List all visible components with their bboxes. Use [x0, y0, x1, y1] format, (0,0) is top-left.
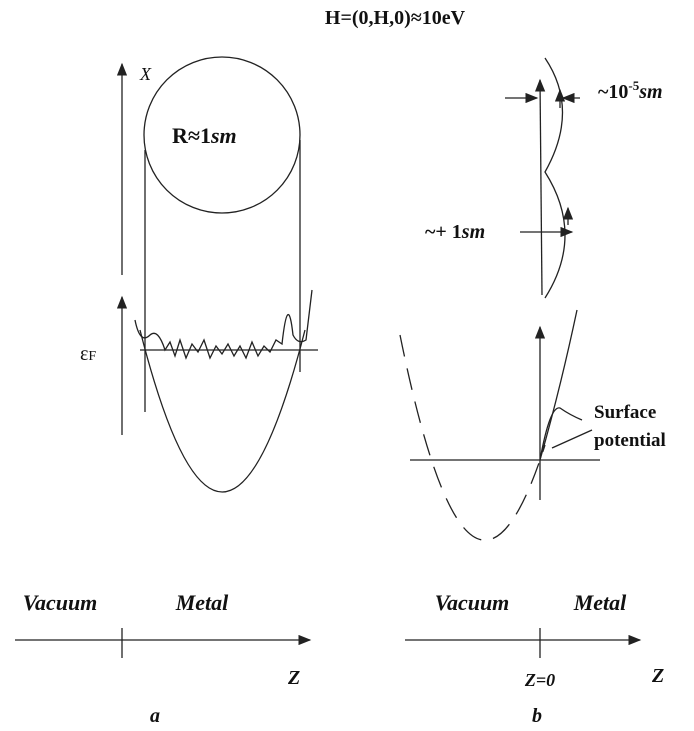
density-wiggle	[135, 290, 312, 358]
period-main: ~+ 1	[425, 221, 462, 243]
z-label: Z	[651, 665, 664, 687]
radius-main: R≈1	[172, 123, 211, 148]
radius-unit: sm	[210, 123, 237, 148]
diagram: H=(0,H,0)≈10eV X R≈1sm εF Vacuum Metal Z…	[0, 0, 694, 731]
x-axis	[540, 80, 542, 295]
surface-bump	[540, 408, 582, 460]
surface-label: Surface	[594, 402, 656, 423]
metal-label: Metal	[175, 590, 229, 615]
lobes	[545, 58, 565, 298]
vacuum-label: Vacuum	[23, 590, 98, 615]
pointer	[552, 430, 592, 448]
fermi-sub: F	[88, 349, 96, 364]
caption: a	[150, 705, 160, 727]
barrier	[540, 310, 577, 460]
caption: b	[532, 705, 542, 727]
surface-label: potential	[594, 430, 666, 451]
origin-label: Z=0	[524, 670, 555, 690]
amp-exp: -5	[628, 78, 639, 93]
metal-label: Metal	[573, 590, 627, 615]
period-unit: sm	[461, 221, 485, 243]
vacuum-label: Vacuum	[435, 590, 510, 615]
x-label: X	[139, 64, 152, 84]
amplitude-label: ~10-5sm	[598, 78, 663, 103]
radius-label: R≈1sm	[172, 123, 237, 148]
fermi-label: εF	[80, 343, 96, 365]
amp-main: ~10	[598, 81, 628, 103]
title: H=(0,H,0)≈10eV	[325, 7, 466, 29]
panel-b: ~10-5sm ~+ 1sm Surface potential Vacuum …	[400, 58, 666, 727]
period-label: ~+ 1sm	[425, 221, 485, 243]
dashed-well	[400, 335, 545, 540]
amp-unit: sm	[638, 81, 662, 103]
panel-a: X R≈1sm εF Vacuum Metal Z a	[15, 57, 318, 727]
z-label: Z	[287, 667, 300, 689]
fermi-main: ε	[80, 343, 88, 365]
